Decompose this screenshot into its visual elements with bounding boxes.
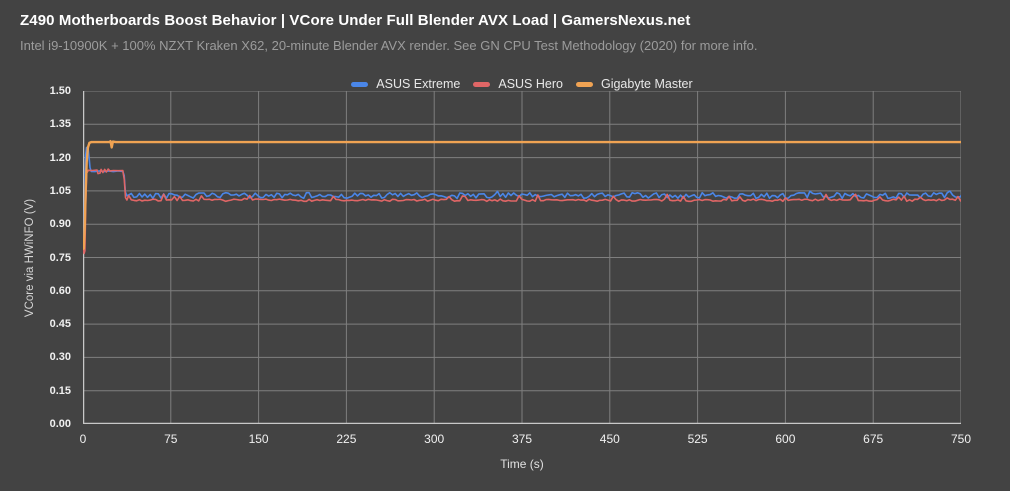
legend-item-asus-hero: ASUS Hero: [473, 77, 563, 91]
y-tick-label: 1.20: [49, 151, 71, 164]
x-tick-label: 525: [687, 432, 708, 446]
series-line-asus-extreme: [83, 146, 961, 247]
chart-subtitle: Intel i9-10900K + 100% NZXT Kraken X62, …: [20, 38, 758, 53]
y-tick-label: 0.90: [49, 218, 71, 231]
y-tick-label: 0.60: [49, 284, 71, 297]
legend-label-asus-extreme: ASUS Extreme: [376, 77, 461, 91]
legend-swatch-asus-extreme: [351, 81, 369, 87]
legend-item-asus-extreme: ASUS Extreme: [351, 77, 460, 91]
y-tick-label: 1.50: [49, 85, 71, 97]
x-tick-label: 675: [863, 432, 884, 446]
x-tick-label: 300: [424, 432, 445, 446]
legend-label-gigabyte-master: Gigabyte Master: [600, 77, 693, 91]
x-tick-label: 150: [248, 432, 269, 446]
x-tick-label: 225: [336, 432, 357, 446]
legend-swatch-asus-hero: [473, 81, 491, 87]
y-tick-label: 0.30: [49, 351, 71, 364]
legend-label-asus-hero: ASUS Hero: [498, 77, 563, 91]
chart-title: Z490 Motherboards Boost Behavior | VCore…: [20, 12, 691, 29]
series-line-asus-hero: [83, 168, 961, 255]
x-tick-label: 75: [164, 432, 178, 446]
x-tick-label: 600: [775, 432, 796, 446]
series-line-gigabyte-master: [83, 140, 961, 250]
legend-swatch-gigabyte-master: [575, 81, 593, 87]
y-tick-label: 0.00: [49, 418, 71, 430]
x-tick-label: 450: [599, 432, 620, 446]
x-tick-label: 0: [79, 432, 87, 446]
y-tick-label: 0.15: [49, 384, 71, 397]
x-tick-label: 375: [511, 432, 533, 446]
legend: ASUS Extreme ASUS Hero Gigabyte Master: [83, 76, 961, 92]
x-tick-label: 750: [950, 432, 972, 446]
y-tick-label: 1.35: [49, 118, 71, 131]
legend-item-gigabyte-master: Gigabyte Master: [575, 77, 693, 91]
y-tick-label: 1.05: [49, 184, 71, 197]
y-axis-tick-labels: 1.50 1.35 1.20 1.05 0.90 0.75 0.60 0.45 0.30 0.15…: [0, 85, 77, 430]
y-tick-label: 0.45: [49, 318, 71, 331]
x-axis-tick-labels: 0 75 150 225 300 375 450 525 600 675 750: [80, 432, 971, 448]
y-axis-title: VCore via HWiNFO (V): [24, 198, 36, 318]
plot-area: [83, 91, 961, 424]
y-tick-label: 0.75: [49, 251, 71, 264]
x-axis-title: Time (s): [500, 457, 544, 471]
